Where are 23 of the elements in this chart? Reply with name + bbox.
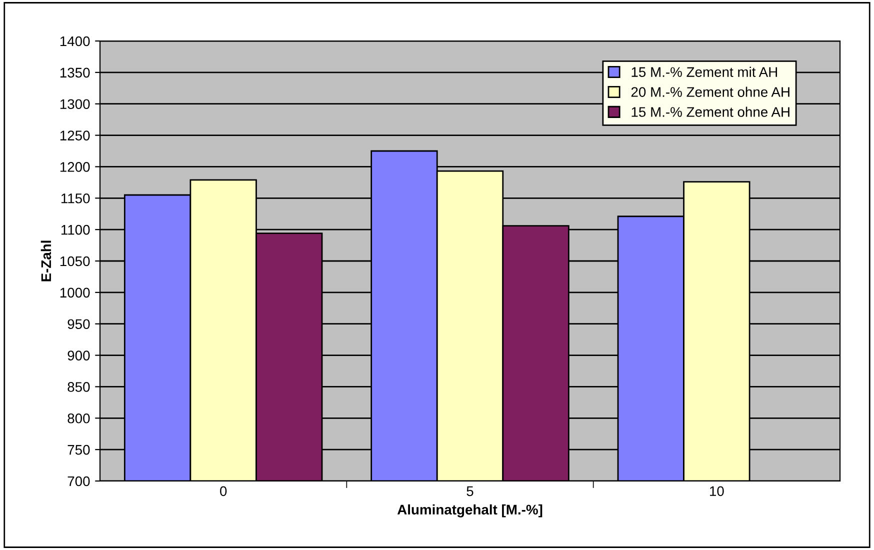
y-tick-label: 1300 [60,99,90,110]
y-tick-label: 1400 [60,36,90,46]
y-tick-label: 950 [68,319,90,330]
legend-label: 15 M.-% Zement mit AH [632,66,777,77]
y-tick-label: 850 [68,382,90,392]
y-tick-label: 1050 [60,256,90,266]
y-tick-label: 1150 [61,193,90,204]
y-tick-label: 750 [68,444,90,455]
x-tick-label: 0 [220,486,227,496]
y-tick-label: 1350 [60,68,90,78]
x-axis-title: Aluminatgehalt [M.-%] [397,504,542,518]
legend-label: 15 M.-% Zement ohne AH [632,106,790,117]
x-tick-label: 10 [710,486,724,496]
legend-label: 20 M.-% Zement ohne AH [631,86,790,97]
y-tick-label: 1200 [60,162,90,172]
y-tick-label: 800 [68,413,90,424]
y-tick-label: 1000 [60,288,90,298]
y-tick-label: 1100 [61,224,90,235]
y-tick-label: 900 [68,350,90,360]
x-tick-label: 5 [466,486,474,496]
y-tick-label: 700 [68,476,90,486]
y-axis-title: E-Zahl [40,240,52,282]
y-tick-label: 1250 [60,130,90,140]
